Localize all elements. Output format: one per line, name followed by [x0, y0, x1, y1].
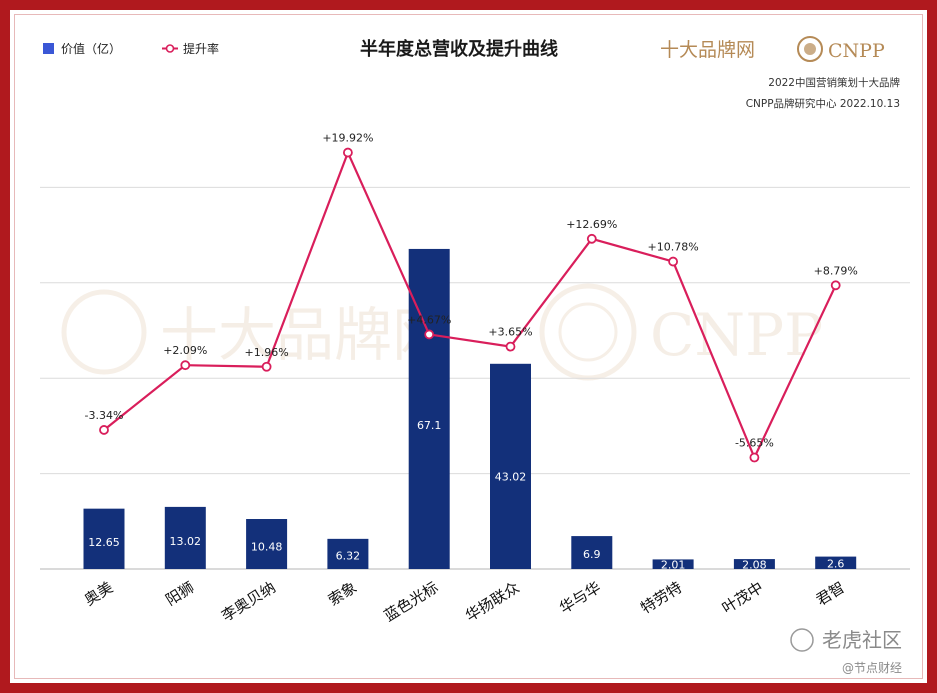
legend-bar-label: 价值（亿）: [61, 41, 121, 56]
x-tick-label: 特劳特: [638, 578, 686, 617]
rate-point-label: +12.69%: [566, 218, 617, 231]
watermark: 十大品牌网 CNPP: [61, 283, 823, 381]
rate-point-label: +2.09%: [163, 344, 207, 357]
source-line-2: CNPP品牌研究中心 2022.10.13: [746, 97, 900, 110]
rate-point: [749, 452, 760, 463]
bar-value-label: 12.65: [88, 536, 120, 549]
rate-point-label: +10.78%: [648, 241, 699, 254]
rate-point-label: +19.92%: [322, 132, 373, 145]
bar: [408, 248, 450, 570]
watermark-seal-left-icon: [61, 289, 147, 375]
bar-value-label: 2.01: [661, 559, 686, 572]
watermark-en-text: CNPP: [650, 301, 823, 369]
line-series: [99, 147, 841, 463]
rate-point-label: +3.65%: [488, 326, 532, 339]
corner-watermark: 老虎社区 @节点财经: [790, 628, 902, 675]
x-tick-label: 索象: [325, 578, 360, 609]
x-tick-label: 华与华: [556, 578, 604, 617]
watermark-seal-right-icon: [539, 283, 637, 381]
bar-value-labels: 12.65 13.02 10.48 6.32 67.1 43.02 6.9 2.01 2.08 2…: [88, 419, 844, 572]
bar: [571, 536, 613, 569]
rate-point: [830, 280, 841, 291]
rate-point: [342, 147, 353, 158]
legend-line-marker-icon: [162, 44, 178, 53]
bar: [327, 538, 369, 569]
bar-value-label: 10.48: [251, 541, 283, 554]
x-tick-label: 阳狮: [162, 578, 197, 609]
rate-point-label: +1.96%: [245, 346, 289, 359]
rate-point: [586, 233, 597, 244]
rate-point: [261, 361, 272, 372]
x-tick-label: 华扬联众: [462, 578, 522, 625]
bar: [733, 559, 775, 569]
bar-value-label: 2.08: [742, 559, 767, 572]
bar-value-label: 6.9: [583, 548, 601, 561]
x-tick-label: 李奥贝纳: [218, 578, 278, 625]
bar-value-label: 13.02: [170, 535, 202, 548]
legend-bar-swatch: [43, 43, 54, 54]
bar: [164, 506, 206, 569]
bar: [652, 559, 694, 569]
bar: [815, 556, 857, 569]
rate-point-label: -3.34%: [85, 409, 124, 422]
rate-point-label: +8.79%: [814, 264, 858, 277]
rate-point-label: -5.65%: [735, 437, 774, 450]
bar-value-label: 6.32: [336, 549, 361, 562]
brand-seal-core-icon: [804, 43, 816, 55]
rate-point: [180, 360, 191, 371]
brand-cn-text: 十大品牌网: [660, 39, 755, 61]
x-tick-label: 奥美: [81, 578, 116, 609]
source-line-1: 2022中国营销策划十大品牌: [768, 76, 900, 89]
rate-point: [505, 341, 516, 352]
corner-main-text: 老虎社区: [822, 628, 902, 652]
x-tick-label: 君智: [813, 578, 848, 609]
bar-series: [83, 248, 857, 570]
bar-value-label: 43.02: [495, 471, 527, 484]
x-tick-label: 蓝色光标: [381, 578, 441, 625]
rate-point: [99, 425, 109, 435]
line-point-labels: -3.34% +2.09% +1.96% +19.92% +4.67% +3.65% +12…: [85, 132, 858, 450]
bar-value-label: 2.6: [827, 557, 845, 570]
x-tick-label: 叶茂中: [719, 578, 767, 617]
brand-logo: 十大品牌网 CNPP: [660, 36, 885, 62]
corner-logo-icon: [790, 628, 814, 652]
brand-seal-icon: [797, 36, 823, 62]
rate-point: [424, 329, 435, 340]
bar: [246, 519, 288, 569]
watermark-seal-inner-icon: [558, 302, 618, 362]
corner-sub-text: @节点财经: [842, 661, 902, 675]
rate-point: [668, 256, 678, 267]
bar: [83, 508, 125, 569]
bar-value-label: 67.1: [417, 419, 442, 432]
legend: 价值（亿） 提升率: [43, 41, 219, 56]
watermark-cn-text: 十大品牌网: [160, 301, 450, 369]
chart-svg: 十大品牌网 CNPP 价值（亿） 提升率 半年度总营收及提升曲线 十大品牌网 C…: [40, 36, 910, 675]
grid-lines: [40, 186, 910, 570]
rate-point-label: +4.67%: [407, 313, 451, 326]
rate-line: [103, 151, 837, 459]
bar: [490, 363, 531, 569]
chart-title: 半年度总营收及提升曲线: [360, 38, 558, 60]
x-axis-ticks: 奥美 阳狮 李奥贝纳 索象 蓝色光标 华扬联众 华与华 特劳特 叶茂中 君智: [81, 578, 848, 625]
legend-line-label: 提升率: [183, 41, 219, 56]
inner-border: [14, 14, 923, 679]
brand-en-text: CNPP: [828, 40, 885, 62]
